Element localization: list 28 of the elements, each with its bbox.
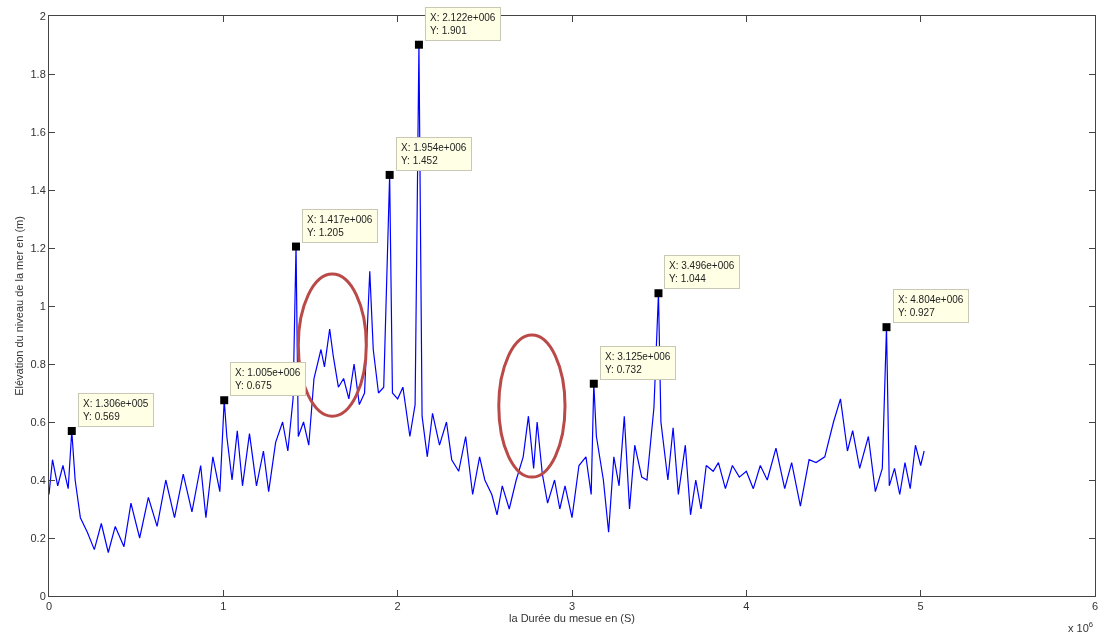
y-tick-label: 1.4: [30, 183, 46, 196]
y-tick-label: 0.6: [30, 415, 46, 428]
annotation: X: 3.125e+006 Y: 0.732: [605, 351, 671, 375]
text: x 10$^{6}$: [1068, 620, 1094, 634]
y-tick-label: 1.2: [30, 241, 46, 254]
y-tick-label: 1.8: [30, 67, 46, 80]
x-axis-title: la Durée du mesue en (S): [509, 612, 635, 625]
x-tick-label: 1: [220, 600, 227, 613]
annotation: X: 2.122e+006 Y: 1.901: [430, 12, 496, 36]
y-tick-label: 1.6: [30, 125, 46, 138]
x-tick-label: 6: [1091, 600, 1099, 613]
x-tick-label: 5: [917, 600, 924, 613]
x-tick-label: 4: [743, 600, 750, 613]
y-tick-label: 0.4: [30, 473, 46, 486]
annotation: X: 1.417e+006 Y: 1.205: [307, 214, 373, 238]
y-axis-title: Elévation du niveau de la mer en (m): [13, 216, 26, 396]
y-tick-label: 0: [39, 589, 46, 602]
annotation: X: 1.306e+005 Y: 0.569: [83, 398, 149, 422]
y-tick-label: 0.2: [30, 531, 46, 544]
annotation: X: 4.804e+006 Y: 0.927: [898, 294, 964, 318]
y-tick-label: 0.8: [30, 357, 46, 370]
y-tick-label: 2: [39, 9, 46, 22]
x-tick-label: 2: [394, 600, 401, 613]
annotation: X: 1.005e+006 Y: 0.675: [235, 367, 301, 391]
y-tick-label: 1: [39, 299, 46, 312]
annotation: X: 3.496e+006 Y: 1.044: [669, 260, 735, 284]
x-tick-label: 3: [568, 600, 576, 613]
annotation: X: 1.954e+006 Y: 1.452: [401, 142, 467, 166]
